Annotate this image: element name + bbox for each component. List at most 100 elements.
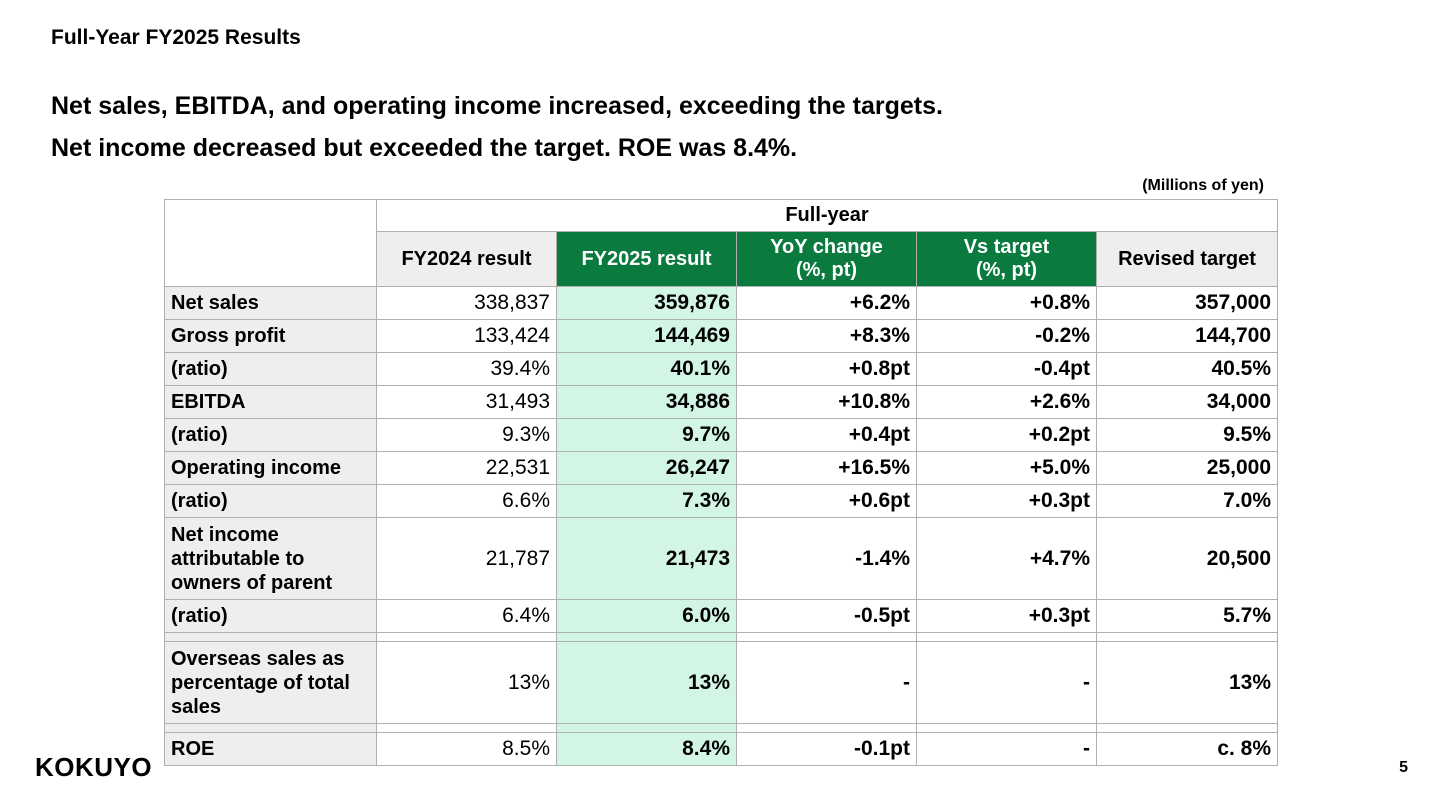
headline-line-2: Net income decreased but exceeded the ta… xyxy=(51,134,798,162)
cell-fy2024: 13% xyxy=(376,641,557,724)
kokuyo-logo: KOKUYO xyxy=(35,752,153,782)
cell-fy2024: 8.5% xyxy=(376,732,557,766)
row-label: ROE xyxy=(164,732,377,766)
col-header-fy2025: FY2025 result xyxy=(556,231,737,287)
cell-fy2025: 7.3% xyxy=(556,484,737,518)
row-label: EBITDA xyxy=(164,385,377,419)
spacer-cell xyxy=(916,632,1097,642)
col-header-yoy: YoY change (%, pt) xyxy=(736,231,917,287)
cell-revised-target: 20,500 xyxy=(1095,517,1279,600)
table-row: Overseas sales as percentage of total sa… xyxy=(164,641,1279,724)
cell-revised-target: 7.0% xyxy=(1095,484,1279,518)
cell-revised-target: 34,000 xyxy=(1095,385,1279,419)
cell-fy2024: 31,493 xyxy=(376,385,557,419)
cell-vs-target: - xyxy=(916,641,1097,724)
row-label: (ratio) xyxy=(164,484,377,518)
cell-yoy: +6.2% xyxy=(736,286,917,320)
cell-vs-target: -0.4pt xyxy=(916,352,1097,386)
spacer-cell xyxy=(164,632,377,642)
cell-fy2025: 9.7% xyxy=(556,418,737,452)
cell-revised-target: 5.7% xyxy=(1095,599,1279,633)
cell-vs-target: +2.6% xyxy=(916,385,1097,419)
cell-fy2024: 22,531 xyxy=(376,451,557,485)
cell-fy2025: 359,876 xyxy=(556,286,737,320)
table-row: Operating income 22,531 26,247 +16.5% +5.0% 2… xyxy=(164,451,1279,485)
cell-fy2024: 133,424 xyxy=(376,319,557,353)
cell-fy2025: 6.0% xyxy=(556,599,737,633)
table-row: (ratio) 39.4% 40.1% +0.8pt -0.4pt 40.5% xyxy=(164,352,1279,386)
cell-fy2025: 8.4% xyxy=(556,732,737,766)
cell-fy2025: 144,469 xyxy=(556,319,737,353)
spacer-cell xyxy=(736,723,917,733)
cell-vs-target: +0.2pt xyxy=(916,418,1097,452)
group-header-full-year: Full-year xyxy=(375,199,1279,232)
cell-yoy: -0.1pt xyxy=(736,732,917,766)
table-row: (ratio) 6.4% 6.0% -0.5pt +0.3pt 5.7% xyxy=(164,599,1279,633)
cell-yoy: +0.6pt xyxy=(736,484,917,518)
table-spacer-row xyxy=(164,632,1279,642)
cell-revised-target: 357,000 xyxy=(1095,286,1279,320)
cell-fy2025: 40.1% xyxy=(556,352,737,386)
spacer-cell xyxy=(1095,632,1279,642)
cell-fy2024: 21,787 xyxy=(376,517,557,600)
cell-vs-target: +0.3pt xyxy=(916,484,1097,518)
row-label: Gross profit xyxy=(164,319,377,353)
cell-yoy: -0.5pt xyxy=(736,599,917,633)
table-row: (ratio) 6.6% 7.3% +0.6pt +0.3pt 7.0% xyxy=(164,484,1279,518)
cell-fy2024: 9.3% xyxy=(376,418,557,452)
cell-vs-target: - xyxy=(916,732,1097,766)
cell-revised-target: 13% xyxy=(1095,641,1279,724)
cell-fy2025: 13% xyxy=(556,641,737,724)
cell-yoy: +0.8pt xyxy=(736,352,917,386)
cell-yoy: +8.3% xyxy=(736,319,917,353)
col-header-fy2024: FY2024 result xyxy=(376,231,557,287)
cell-revised-target: 144,700 xyxy=(1095,319,1279,353)
cell-vs-target: +5.0% xyxy=(916,451,1097,485)
cell-revised-target: 25,000 xyxy=(1095,451,1279,485)
col-header-revised-target: Revised target xyxy=(1095,231,1279,287)
cell-yoy: +0.4pt xyxy=(736,418,917,452)
cell-revised-target: 40.5% xyxy=(1095,352,1279,386)
unit-note: (Millions of yen) xyxy=(1142,177,1264,194)
cell-fy2024: 6.4% xyxy=(376,599,557,633)
table-corner-cell xyxy=(164,199,377,287)
row-label: (ratio) xyxy=(164,418,377,452)
spacer-cell xyxy=(376,723,557,733)
section-title: Full-Year FY2025 Results xyxy=(51,26,301,49)
row-label: Operating income xyxy=(164,451,377,485)
spacer-cell xyxy=(556,723,737,733)
table-row: Net sales 338,837 359,876 +6.2% +0.8% 357,000 xyxy=(164,286,1279,320)
row-label: Net sales xyxy=(164,286,377,320)
page-number: 5 xyxy=(1399,759,1408,776)
cell-vs-target: +0.3pt xyxy=(916,599,1097,633)
cell-fy2025: 21,473 xyxy=(556,517,737,600)
cell-yoy: +10.8% xyxy=(736,385,917,419)
row-label: Net income attributable to owners of par… xyxy=(164,517,377,600)
spacer-cell xyxy=(1095,723,1279,733)
cell-fy2024: 6.6% xyxy=(376,484,557,518)
spacer-cell xyxy=(916,723,1097,733)
table-spacer-row xyxy=(164,723,1279,733)
table-row: Gross profit 133,424 144,469 +8.3% -0.2% 144,… xyxy=(164,319,1279,353)
table-row: ROE 8.5% 8.4% -0.1pt - c. 8% xyxy=(164,732,1279,766)
results-table: Full-year FY2024 result FY2025 result Yo… xyxy=(164,199,1279,766)
cell-revised-target: 9.5% xyxy=(1095,418,1279,452)
spacer-cell xyxy=(556,632,737,642)
table-row: EBITDA 31,493 34,886 +10.8% +2.6% 34,000 xyxy=(164,385,1279,419)
cell-vs-target: -0.2% xyxy=(916,319,1097,353)
col-header-vs-target: Vs target (%, pt) xyxy=(916,231,1097,287)
spacer-cell xyxy=(736,632,917,642)
row-label: Overseas sales as percentage of total sa… xyxy=(164,641,377,724)
cell-fy2025: 26,247 xyxy=(556,451,737,485)
cell-fy2024: 338,837 xyxy=(376,286,557,320)
cell-yoy: +16.5% xyxy=(736,451,917,485)
cell-yoy: -1.4% xyxy=(736,517,917,600)
spacer-cell xyxy=(376,632,557,642)
cell-fy2024: 39.4% xyxy=(376,352,557,386)
row-label: (ratio) xyxy=(164,352,377,386)
cell-vs-target: +0.8% xyxy=(916,286,1097,320)
cell-vs-target: +4.7% xyxy=(916,517,1097,600)
row-label: (ratio) xyxy=(164,599,377,633)
cell-yoy: - xyxy=(736,641,917,724)
cell-revised-target: c. 8% xyxy=(1095,732,1279,766)
